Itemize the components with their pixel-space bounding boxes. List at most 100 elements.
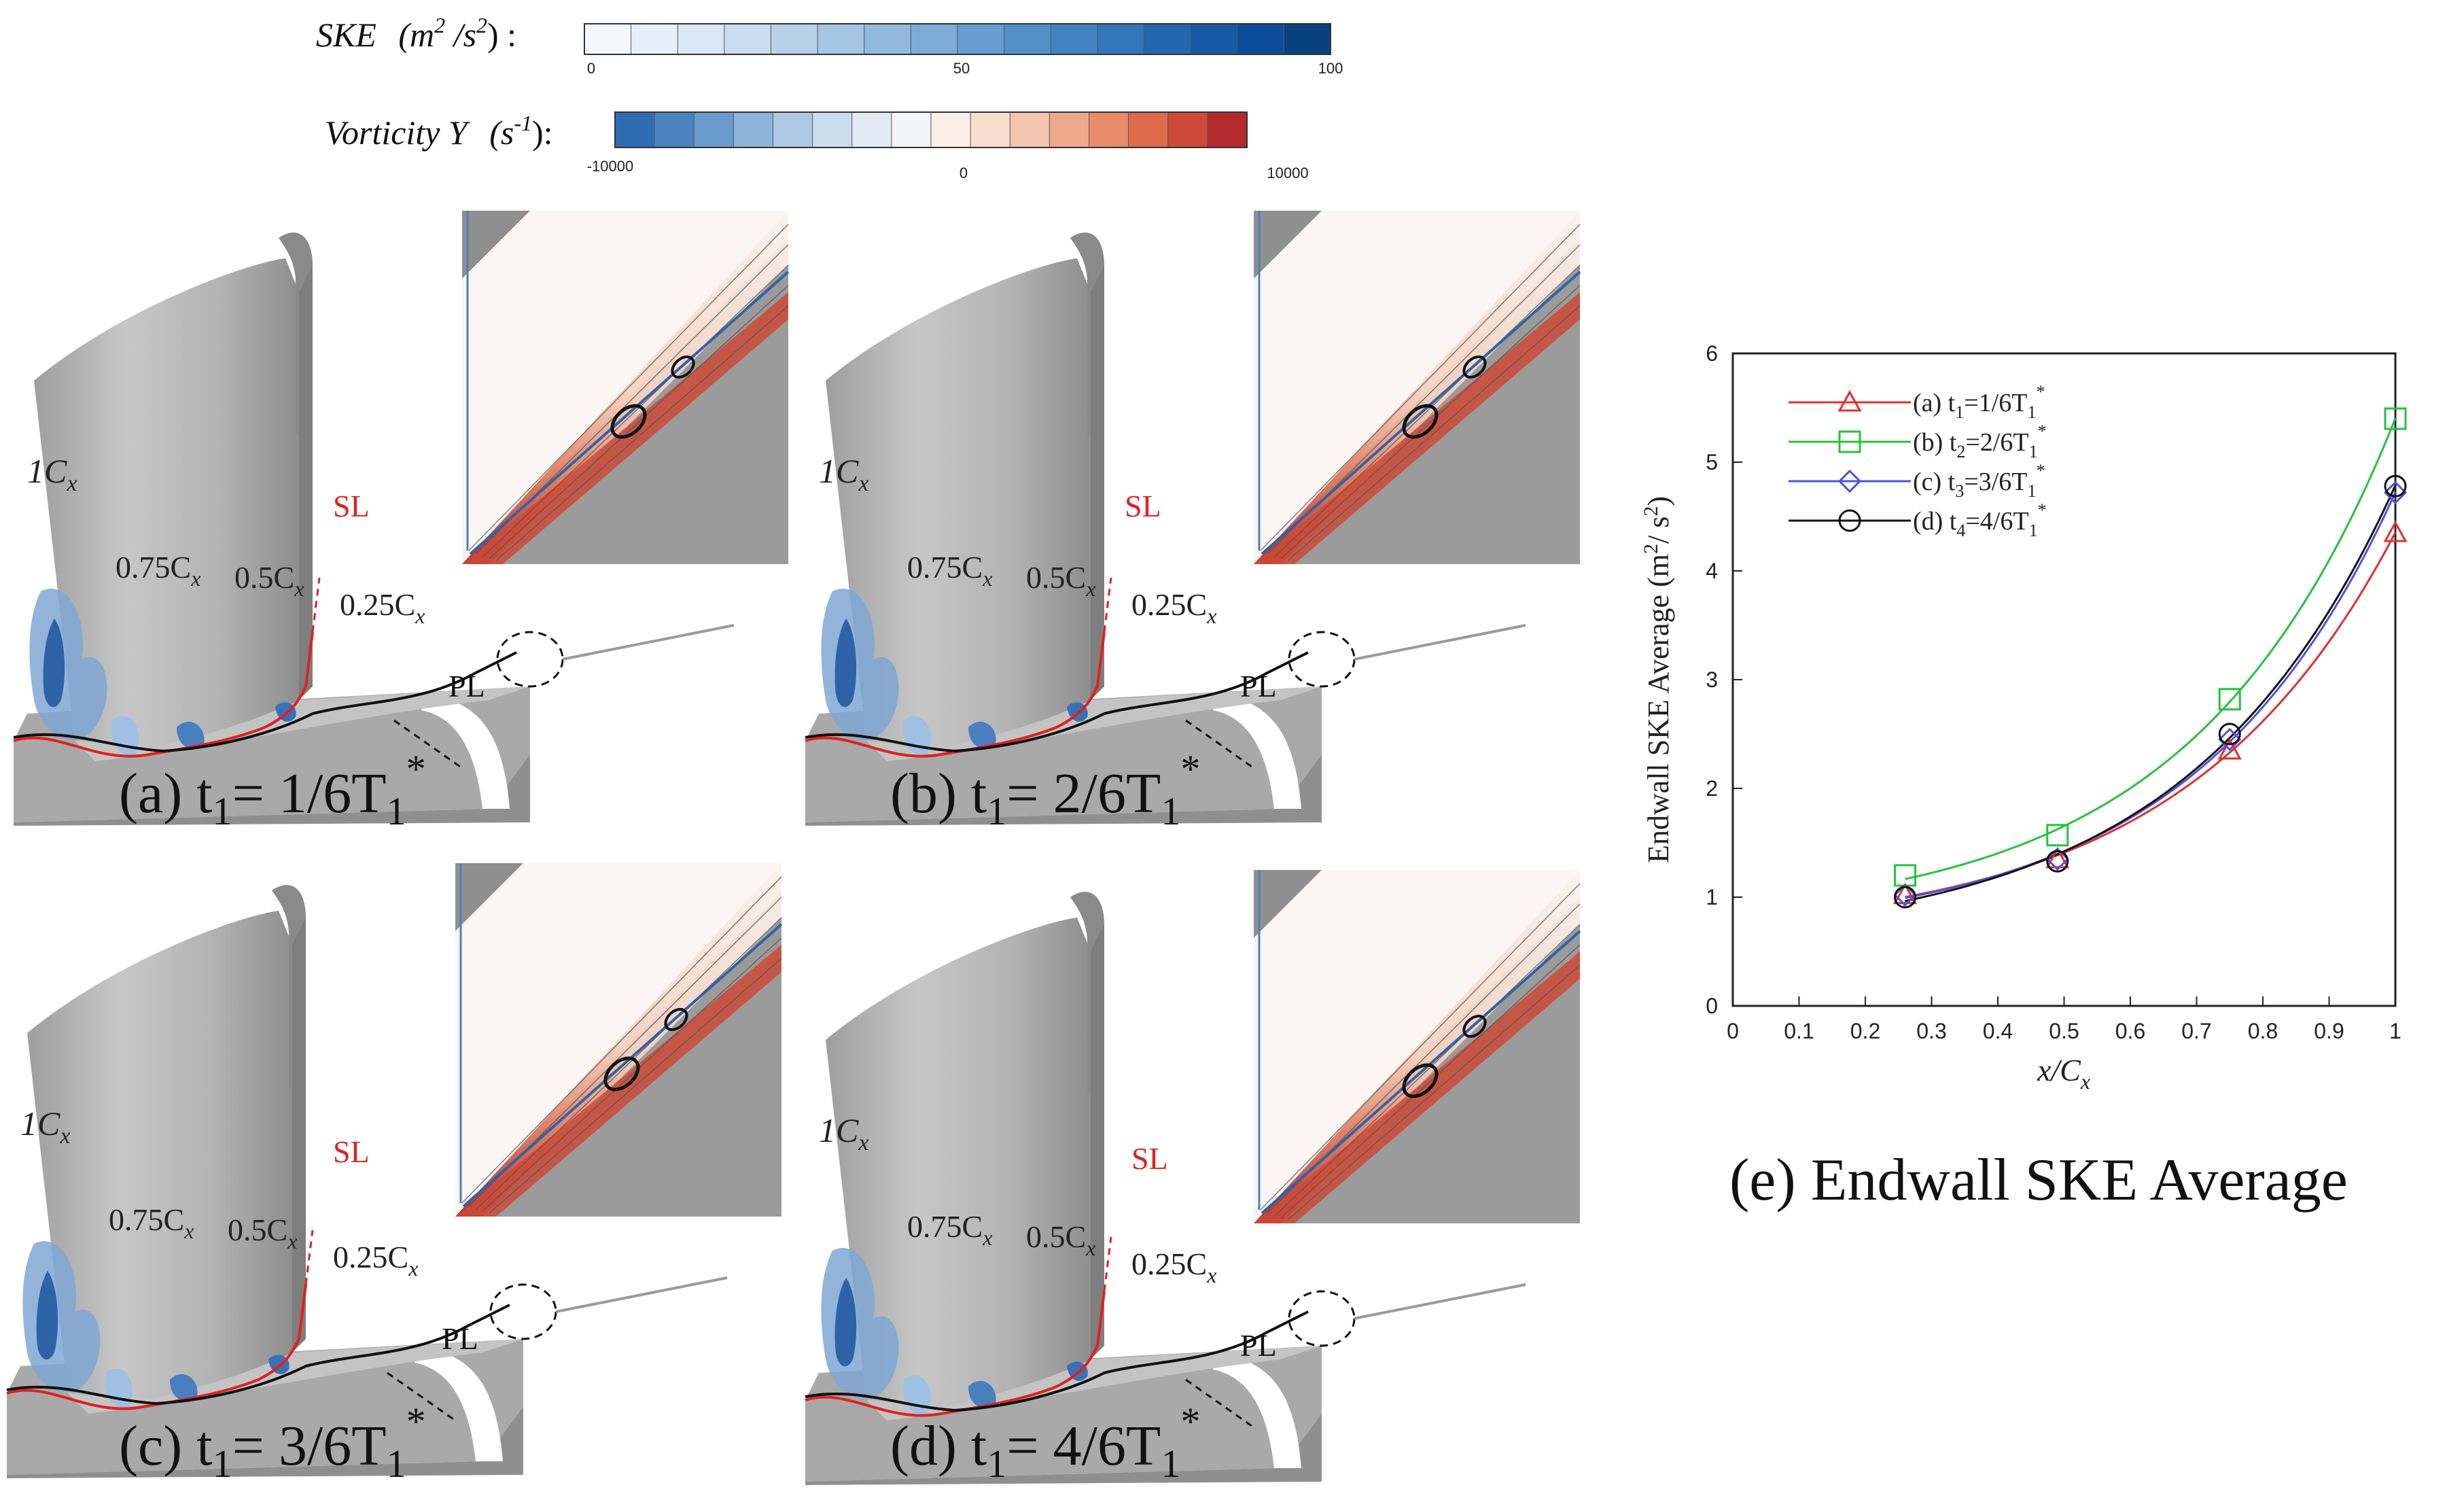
series-4-marker-2 [2218,722,2241,746]
panel-d-caption: (d) t1= 4/6T1* [890,1399,1200,1486]
x-tick-label-3: 0.3 [1916,1019,1946,1043]
ske-cell-12 [1144,23,1192,55]
legend-label-4: (d) t4=4/6T1* [1913,500,2047,540]
panel-a-label-025cx: 0.25Cx [340,587,425,628]
y-tick-label-6: 6 [1706,341,1718,366]
chart-x-axis-label: x/Cx [2037,1053,2090,1094]
panel-c-label-05cx: 0.5Cx [228,1213,297,1253]
series-4-marker-3 [2384,474,2407,498]
svg-text:Vorticity Y (s-1):: Vorticity Y (s-1): [325,111,553,152]
vort-cell-15 [1207,111,1248,148]
ske-frame [584,23,1331,55]
series-3-marker-0 [1893,883,1917,907]
legend-label-3: (c) t3=3/6T1* [1913,461,2045,501]
series-4-curve [1905,485,2397,903]
ske-tick-0: 0 [587,60,595,77]
panel-c-label-075cx: 0.75Cx [109,1202,194,1243]
chart-ticks: 0 0.1 0.2 0.3 0.4 0.5 0.6 0.7 0.8 0.9 1 0 1 2 3 4 5 6 [1706,341,2401,1043]
x-tick-label-8: 0.8 [2248,1019,2278,1043]
ske-cell-11 [1097,23,1145,55]
vort-cell-13 [1128,111,1169,148]
vorticity-colorbar: Vorticity Y (s-1): -10000 0 10000 [325,111,1309,181]
x-tick-label-7: 0.7 [2181,1019,2211,1043]
vort-tick-min: -10000 [587,158,634,175]
panel-a-label-05cx: 0.5Cx [234,560,304,601]
legend-marker-3 [1837,469,1862,493]
y-tick-label-3: 3 [1706,667,1718,692]
panel-b-label-025cx: 0.25Cx [1131,587,1216,628]
x-tick-label-5: 0.5 [2049,1019,2079,1043]
series-1-marker-3 [2383,520,2408,542]
panel-d-label-075cx: 0.75Cx [907,1209,992,1250]
x-tick-label-1: 0.1 [1784,1019,1814,1043]
panel-c-figure [7,863,781,1478]
legend-label-1: (a) t1=1/6T1* [1913,382,2045,422]
panel-c-label-025cx: 0.25Cx [333,1240,418,1280]
ske-cell-0 [584,23,632,55]
panel-b-label-05cx: 0.5Cx [1026,560,1095,601]
ske-cell-3 [724,23,772,55]
series-1-curve [1905,531,2397,899]
panel-a-label-pl: PL [448,669,485,703]
ske-cell-10 [1050,23,1098,55]
series-3-marker-2 [2218,727,2242,752]
legend-marker-4 [1838,509,1861,532]
panel-d: 1Cx 0.75Cx 0.5Cx 0.25Cx SL PL (d) t1= 4/… [805,870,1580,1486]
chart-legend: (a) t1=1/6T1*(b) t2=2/6T1*(c) t3=3/6T1*(… [1789,382,2047,540]
series-2-curve [1905,417,2397,880]
ske-cell-15 [1283,23,1331,55]
y-tick-label-5: 5 [1706,450,1718,474]
vort-cell-12 [1089,111,1129,148]
series-3-curve [1905,491,2397,899]
panel-a: 1Cx 0.75Cx 0.5Cx 0.25Cx SL PL (a) t1= 1/… [14,211,788,833]
chart-title: (e) Endwall SKE Average [1729,1147,2348,1213]
panel-c-label-sl: SL [333,1134,370,1169]
series-2-marker-2 [2218,688,2241,711]
vort-cell-1 [654,111,695,148]
vort-cell-4 [773,111,813,148]
panel-b-caption: (b) t1= 2/6T1* [890,747,1200,833]
legend-marker-2 [1838,430,1861,453]
ske-cell-13 [1190,23,1238,55]
panel-b-figure [805,211,1580,826]
ske-colorbar-cells [584,23,1331,55]
panel-c-label-1cx: 1Cx [20,1104,70,1149]
vort-tick-max: 10000 [1267,164,1308,181]
ske-cell-5 [817,23,865,55]
panel-d-label-pl: PL [1240,1328,1277,1363]
series-4-marker-1 [2046,850,2069,873]
endwall-ske-chart: 0 0.1 0.2 0.3 0.4 0.5 0.6 0.7 0.8 0.9 1 0 1 2 3 4 5 6 (a)… [1640,341,2408,1213]
panel-a-caption: (a) t1= 1/6T1* [119,747,426,833]
x-tick-label-10: 1 [2389,1019,2401,1043]
series-4-marker-0 [1894,886,1916,909]
vort-cell-0 [614,111,656,148]
series-3-marker-1 [2045,847,2069,871]
series-1-marker-0 [1893,882,1918,905]
x-tick-label-9: 0.9 [2314,1019,2344,1043]
vort-cell-11 [1049,111,1090,148]
panel-d-label-sl: SL [1131,1141,1168,1176]
vort-cell-6 [851,111,892,148]
panel-a-figure [14,211,788,826]
vorticity-colorbar-cells [614,111,1248,148]
panel-d-label-025cx: 0.25Cx [1131,1246,1216,1287]
ske-cell-7 [910,23,958,55]
vort-cell-7 [891,111,932,148]
y-tick-label-0: 0 [1706,994,1718,1018]
ske-cell-1 [631,23,679,55]
vort-cell-2 [693,111,735,148]
panel-c: 1Cx 0.75Cx 0.5Cx 0.25Cx SL PL (c) t1= 3/… [7,863,781,1486]
x-tick-label-6: 0.6 [2115,1019,2145,1043]
series-1-marker-1 [2045,846,2070,869]
ske-colorbar: SKE (m2 /s2) : 0 50 100 [316,13,1343,77]
panel-d-figure [805,870,1580,1485]
chart-markers [1893,407,2408,909]
vort-cell-10 [1009,111,1051,148]
chart-curves [1905,417,2397,903]
x-tick-label-2: 0.2 [1850,1019,1880,1043]
panel-b-label-pl: PL [1240,669,1277,703]
vort-tick-zero: 0 [960,164,968,181]
series-2-marker-3 [2384,407,2407,430]
ske-cell-4 [771,23,819,55]
panel-c-label-pl: PL [442,1321,478,1356]
